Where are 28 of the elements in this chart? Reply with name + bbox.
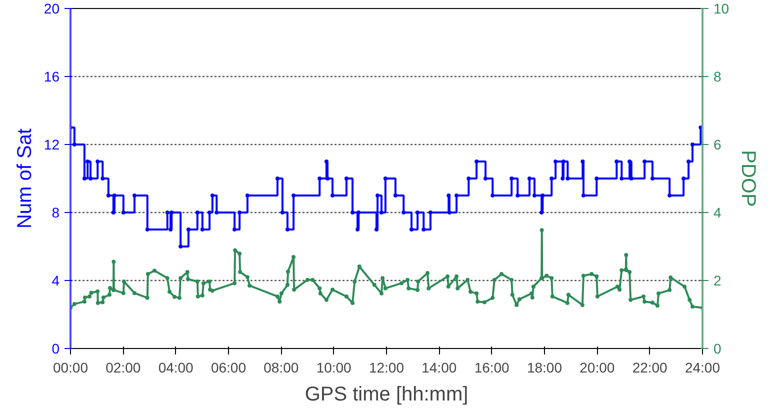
x-tick-label: 10:00 [316,360,352,376]
x-tick-label: 12:00 [368,360,404,376]
y-tick-label: 8 [52,204,60,220]
y-axis-title: Num of Sat [14,128,36,229]
y2-tick-label: 6 [714,136,722,152]
x-tick-label: 16:00 [474,360,510,376]
x-axis-title: GPS time [hh:mm] [304,384,468,406]
y2-tick-label: 10 [714,0,730,16]
x-tick-label: 22:00 [632,360,668,376]
y-tick-label: 20 [44,0,60,16]
x-tick-label: 18:00 [526,360,562,376]
x-tick-label: 06:00 [210,360,246,376]
y2-tick-label: 2 [714,272,722,288]
x-tick-label: 14:00 [422,360,457,376]
x-tick-label: 04:00 [158,360,194,376]
x-tick-label: 08:00 [264,360,299,376]
x-tick-label: 02:00 [106,360,141,376]
y2-axis-title: PDOP [737,150,760,207]
y-tick-label: 16 [44,68,60,84]
y2-tick-label: 0 [714,340,722,356]
y-tick-label: 0 [52,340,60,356]
y2-tick-label: 8 [714,68,722,84]
x-tick-label: 20:00 [580,360,615,376]
y-tick-label: 4 [52,272,60,288]
x-tick-label: 00:00 [52,360,88,376]
y-tick-label: 12 [44,136,60,152]
x-tick-label: 24:00 [684,360,720,376]
y2-tick-label: 4 [714,204,722,220]
